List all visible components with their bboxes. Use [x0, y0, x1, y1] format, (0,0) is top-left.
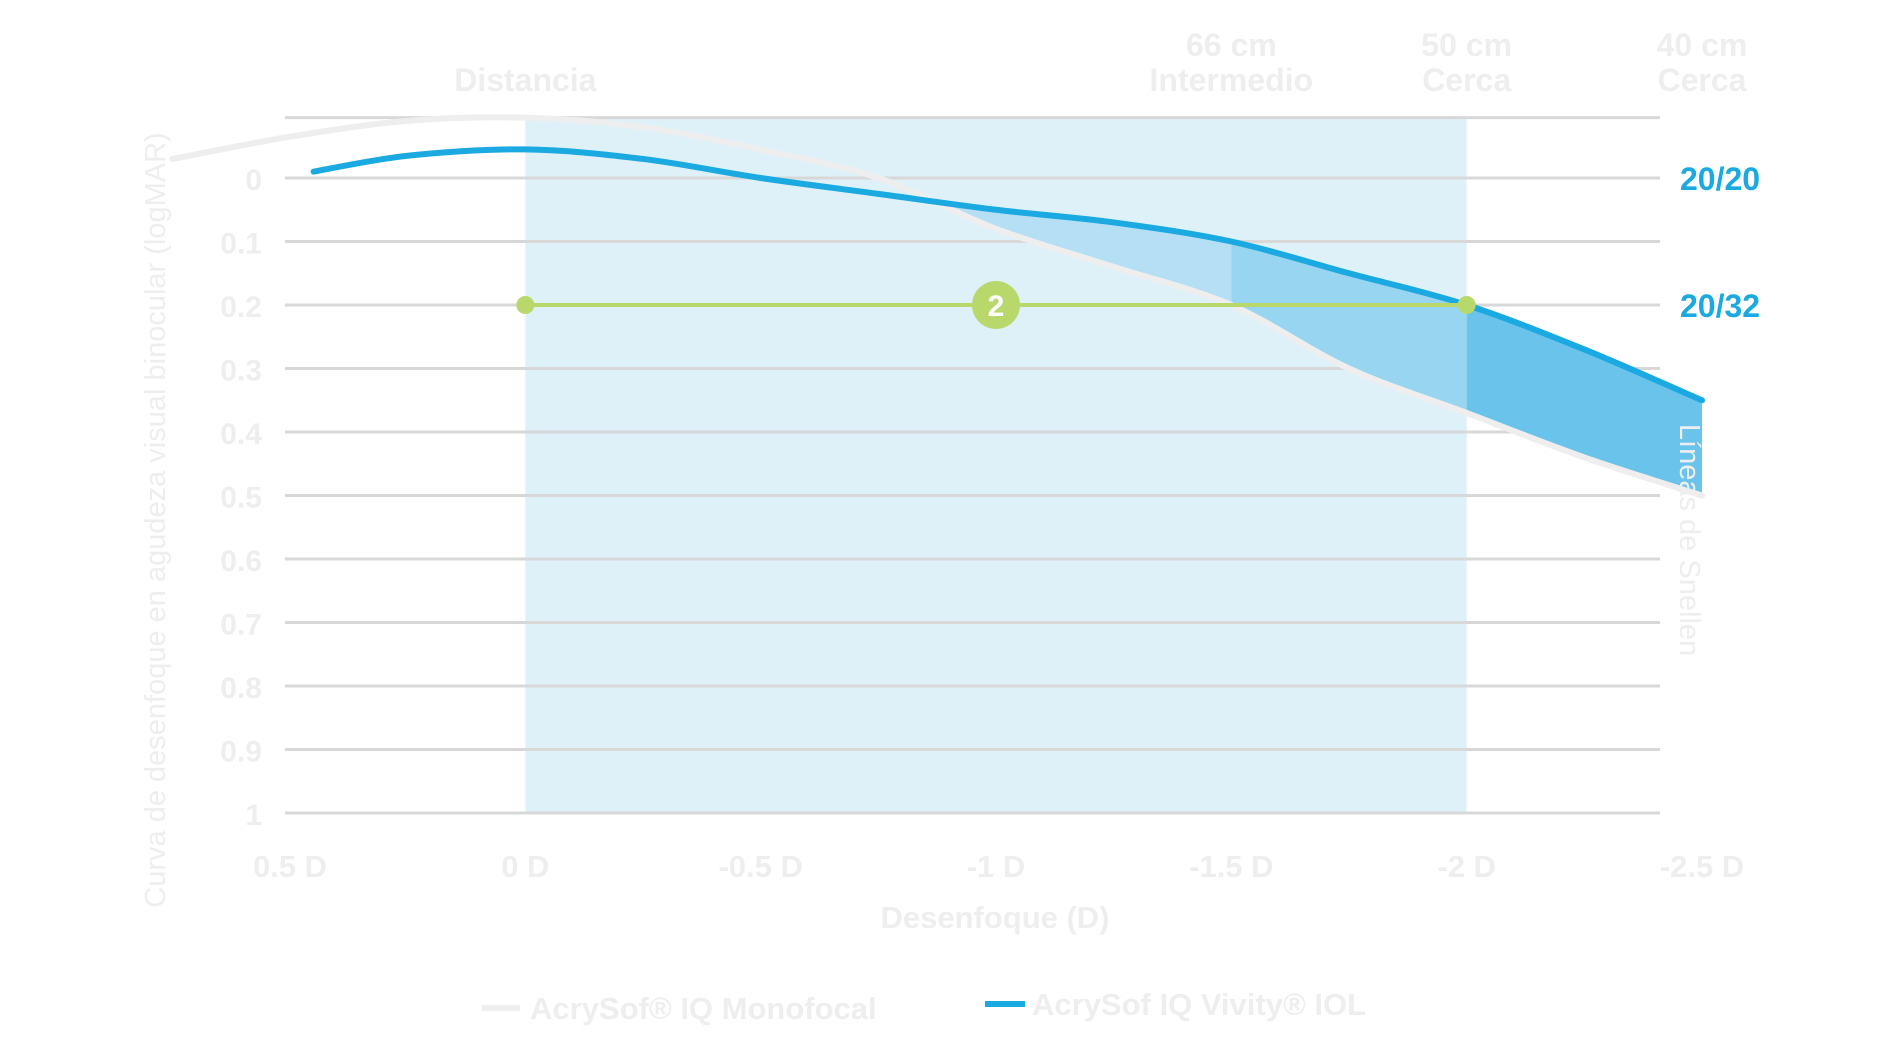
x-tick-label: -0.5 D — [718, 849, 802, 884]
x-tick-label: 0 D — [501, 849, 549, 884]
difference-band-near-50 — [1231, 241, 1467, 413]
top-distance-label: Distancia — [454, 62, 596, 98]
right-axis-title: Líneas de Snellen — [1673, 424, 1705, 656]
x-tick-label: -1.5 D — [1189, 849, 1273, 884]
y-tick-label: 0 — [245, 164, 262, 197]
top-distance-label: 50 cm — [1421, 27, 1512, 63]
x-tick-label: -2 D — [1437, 849, 1496, 884]
top-distance-label: Intermedio — [1150, 62, 1314, 98]
y-tick-label: 0.2 — [220, 291, 262, 324]
series-line-monofocal — [169, 114, 1705, 499]
y-tick-label: 0.6 — [220, 545, 262, 578]
snellen-label: 20/20 — [1680, 161, 1760, 197]
y-tick-label: 0.3 — [220, 355, 262, 388]
x-tick-label: 0.5 D — [253, 849, 327, 884]
y-tick-label: 0.5 — [220, 482, 262, 515]
difference-band-near-40 — [1466, 305, 1702, 496]
snellen-label: 20/32 — [1680, 288, 1760, 324]
threshold-point-start — [516, 296, 535, 314]
legend-label-vivity: AcrySof IQ Vivity® IOL — [1032, 987, 1366, 1022]
y-tick-label: 0.9 — [220, 736, 262, 769]
y-tick-label: 0.1 — [220, 228, 262, 261]
y-tick-label: 0.8 — [220, 672, 262, 705]
y-axis-title: Curva de desenfoque en agudeza visual bi… — [140, 132, 172, 907]
threshold-point-end — [1457, 296, 1476, 314]
legend-label-monofocal: AcrySof® IQ Monofocal — [530, 991, 877, 1026]
y-tick-label: 1 — [245, 799, 262, 832]
threshold-badge — [972, 281, 1020, 329]
x-tick-label: -2.5 D — [1660, 849, 1744, 884]
x-tick-label: -1 D — [967, 849, 1026, 884]
x-axis-title: Desenfoque (D) — [880, 900, 1109, 935]
top-distance-label: Cerca — [1422, 62, 1511, 98]
threshold-badge-label: 2 — [988, 290, 1005, 323]
top-distance-label: 66 cm — [1186, 27, 1277, 63]
top-distance-label: Cerca — [1658, 62, 1747, 98]
shaded-range-band — [525, 117, 1467, 814]
y-tick-label: 0.4 — [220, 418, 262, 451]
y-tick-label: 0.7 — [220, 609, 262, 642]
top-distance-label: 40 cm — [1657, 27, 1748, 63]
